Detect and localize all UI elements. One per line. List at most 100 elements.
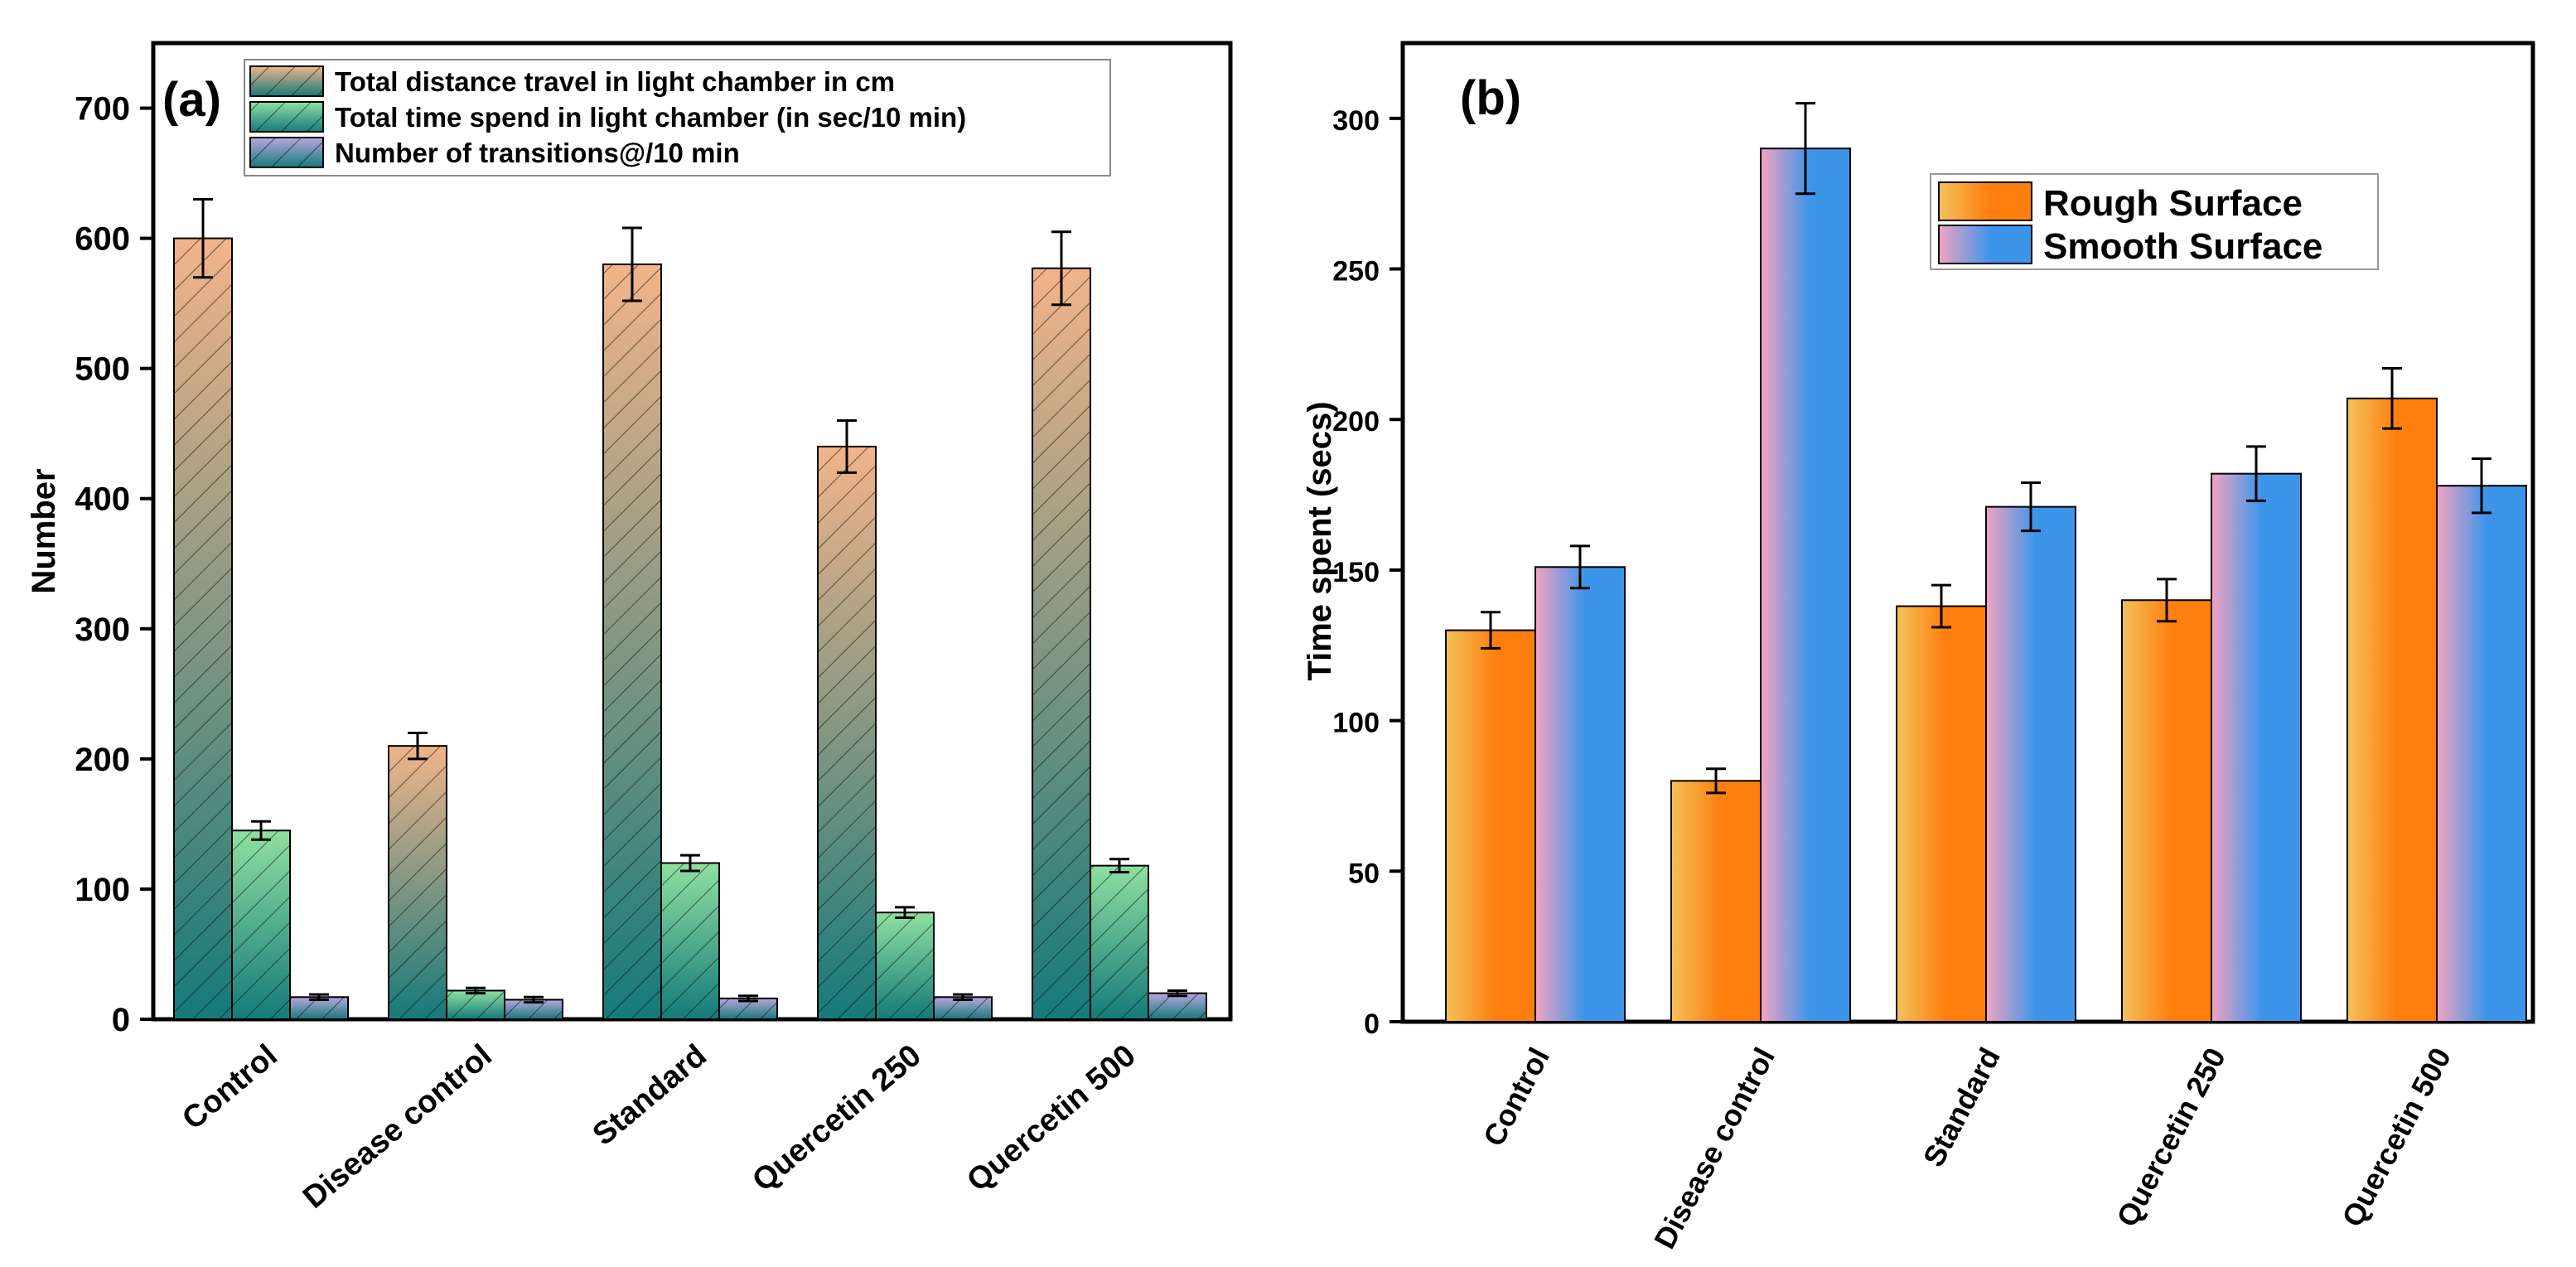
y-tick-label: 200: [75, 742, 130, 778]
bar-quercetin-500-total-distance-travel-in-hatch: [1032, 268, 1090, 1019]
x-tick-label-quercetin-500: Quercetin 500: [960, 1038, 1143, 1199]
y-tick-label: 50: [1348, 858, 1380, 889]
legend-swatch-smooth-surface: [1938, 225, 2032, 264]
y-tick-label: 0: [112, 1002, 130, 1038]
error-bar-disease-control-1: [1795, 102, 1815, 196]
bar-quercetin-500-smooth-surface: [2436, 485, 2527, 1023]
x-tick-label-disease-control: Disease control: [297, 1038, 499, 1216]
panel-a-label: (a): [162, 73, 221, 127]
x-tick-label-disease-control: Disease control: [1647, 1042, 1781, 1255]
panel-b-x-tick-labels: Control Disease control Standard Quercetin …: [1476, 1042, 2458, 1255]
bar-control-rough-surface: [1445, 629, 1536, 1023]
x-tick-label-quercetin-250: Quercetin 250: [746, 1038, 928, 1199]
panel-b-chart: (b) Time spent (secs) 0 50 100 150 200 250 300…: [1302, 41, 2535, 1255]
legend-label-rough-surface: Rough Surface: [2043, 183, 2303, 224]
error-bar-disease-control-2: [524, 995, 544, 1004]
legend-label-smooth-surface: Smooth Surface: [2043, 226, 2322, 267]
legend-label-total-distance-travel-in: Total distance travel in light chamber i…: [335, 66, 895, 97]
bar-standard-rough-surface: [1896, 605, 1987, 1023]
error-bar-standard-2: [738, 994, 758, 1003]
error-bar-disease-control-0: [408, 731, 428, 761]
error-bar-standard-0: [622, 226, 642, 302]
bar-quercetin-250-smooth-surface: [2211, 472, 2302, 1023]
y-tick-label: 500: [75, 351, 130, 388]
x-tick-label-control: Control: [1476, 1042, 1556, 1152]
error-bar-quercetin-250-1: [895, 906, 915, 919]
error-bar-standard-1: [2021, 481, 2041, 533]
bar-control-total-distance-travel-in-hatch: [174, 238, 232, 1020]
x-tick-label-standard: Standard: [587, 1038, 713, 1153]
panel-a-legend[interactable]: Total distance travel in light chamber i…: [244, 59, 1111, 177]
legend-swatch-hatch: [250, 66, 323, 96]
error-bar-control-2: [309, 993, 329, 1001]
y-tick-label: 300: [75, 612, 130, 648]
legend-label-number-of-transitions-10: Number of transitions@/10 min: [335, 138, 740, 168]
panel-a-legend-frame: [244, 59, 1111, 177]
y-tick-label: 700: [75, 91, 130, 128]
error-bar-quercetin-250-0: [2157, 578, 2177, 623]
bar-disease-control-smooth-surface: [1760, 147, 1851, 1023]
panel-a-x-tick-labels: Control Disease control Standard Quercetin …: [176, 1038, 1142, 1216]
legend-swatch-hatch: [250, 138, 323, 167]
bar-standard-total-distance-travel-in-hatch: [603, 264, 661, 1020]
error-bar-quercetin-500-0: [2382, 366, 2402, 430]
bar-quercetin-250-total-time-spend-in-ligh-hatch: [876, 912, 934, 1019]
bar-control-smooth-surface: [1534, 566, 1626, 1023]
error-bar-disease-control-0: [1706, 767, 1726, 795]
x-tick-label-standard: Standard: [1916, 1042, 2007, 1173]
bar-disease-control-rough-surface: [1670, 780, 1762, 1023]
bar-disease-control-number-of-transitions-10-hatch: [505, 999, 563, 1019]
y-tick-label: 150: [1332, 557, 1380, 588]
error-bar-control-1: [1570, 544, 1590, 590]
y-tick-label: 100: [1332, 708, 1380, 739]
y-tick-label: 250: [1332, 256, 1380, 288]
error-bar-quercetin-250-0: [837, 418, 857, 474]
error-bar-standard-0: [1931, 583, 1951, 629]
panel-a-chart: (a) Number 0 100 200 300 400 500 600 700 Contro…: [26, 41, 1233, 1216]
bar-disease-control-total-distance-travel-in-hatch: [389, 746, 447, 1019]
panel-b-label: (b): [1460, 71, 1521, 125]
error-bar-quercetin-500-0: [1051, 230, 1071, 307]
panel-a-y-ticks: 0 100 200 300 400 500 600 700: [75, 91, 153, 1038]
panel-a-y-axis-label: Number: [26, 468, 62, 593]
error-bar-quercetin-500-2: [1167, 989, 1187, 998]
bar-disease-control-total-time-spend-in-ligh-hatch: [447, 990, 505, 1019]
error-bar-control-0: [193, 197, 213, 279]
x-tick-label-control: Control: [176, 1038, 283, 1137]
y-tick-label: 200: [1332, 406, 1380, 438]
bar-quercetin-500-number-of-transitions-10-hatch: [1148, 993, 1206, 1019]
y-tick-label: 600: [75, 221, 130, 258]
error-bar-quercetin-500-1: [2472, 457, 2491, 515]
bar-quercetin-500-total-time-spend-in-ligh-hatch: [1090, 865, 1148, 1019]
bar-quercetin-500-rough-surface: [2346, 397, 2438, 1023]
error-bar-quercetin-500-1: [1109, 858, 1129, 874]
bar-control-total-time-spend-in-ligh-hatch: [232, 830, 290, 1019]
panel-b-y-axis-label: Time spent (secs): [1302, 401, 1338, 680]
y-tick-label: 400: [75, 481, 130, 518]
legend-swatch-hatch: [250, 102, 323, 132]
error-bar-control-0: [1481, 611, 1501, 650]
bar-quercetin-250-rough-surface: [2121, 599, 2212, 1023]
y-tick-label: 100: [75, 872, 130, 908]
panel-a-legend-entries: Total distance travel in light chamber i…: [249, 65, 966, 168]
y-tick-label: 300: [1332, 105, 1380, 137]
error-bar-disease-control-1: [466, 986, 486, 995]
bar-standard-smooth-surface: [1985, 505, 2076, 1023]
error-bar-quercetin-250-1: [2246, 445, 2266, 502]
error-bar-control-1: [251, 820, 271, 841]
error-bar-standard-1: [680, 854, 700, 873]
panel-a-bars: [173, 197, 1207, 1021]
error-bar-quercetin-250-2: [953, 993, 973, 1001]
x-tick-label-quercetin-500: Quercetin 500: [2335, 1042, 2458, 1233]
legend-label-total-time-spend-in-ligh: Total time spend in light chamber (in se…: [335, 102, 966, 133]
bar-quercetin-250-total-distance-travel-in-hatch: [818, 446, 876, 1019]
panel-b-bars: [1445, 102, 2527, 1023]
bar-standard-total-time-spend-in-ligh-hatch: [661, 863, 719, 1019]
y-tick-label: 0: [1364, 1008, 1380, 1040]
x-tick-label-quercetin-250: Quercetin 250: [2110, 1042, 2232, 1233]
panel-b-y-ticks: 0 50 100 150 200 250 300: [1332, 105, 1403, 1040]
legend-swatch-rough-surface: [1938, 181, 2032, 221]
